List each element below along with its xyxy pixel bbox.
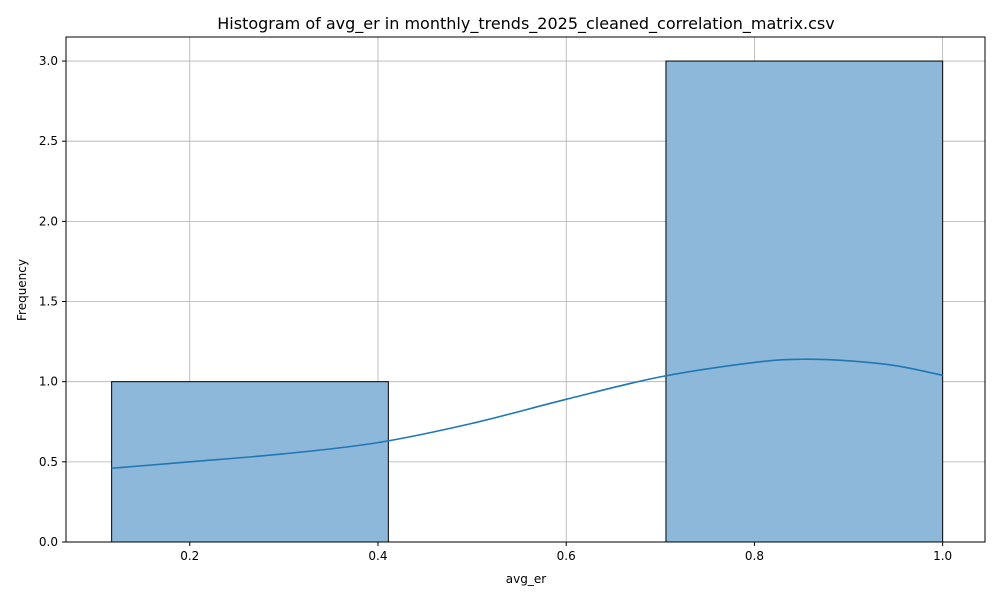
x-tick-label-0: 0.2: [180, 549, 199, 563]
x-axis-label: avg_er: [506, 572, 546, 586]
x-tick-label-4: 1.0: [933, 549, 952, 563]
y-tick-label-4: 2.0: [39, 214, 58, 228]
y-tick-label-1: 0.5: [39, 455, 58, 469]
y-tick-label-0: 0.0: [39, 535, 58, 549]
y-tick-label-2: 1.0: [39, 375, 58, 389]
x-axis-ticks: 0.2 0.4 0.6 0.8 1.0: [180, 542, 952, 563]
y-tick-label-6: 3.0: [39, 54, 58, 68]
histogram-bars: [111, 60, 944, 543]
y-axis-label: Frequency: [15, 259, 29, 321]
x-tick-label-1: 0.4: [368, 549, 387, 563]
histogram-bar-0: [111, 381, 389, 543]
kde-curve: [111, 358, 943, 470]
y-axis-ticks: 0.0 0.5 1.0 1.5 2.0 2.5 3.0: [39, 54, 66, 549]
x-tick-label-2: 0.6: [557, 549, 576, 563]
x-tick-label-3: 0.8: [745, 549, 764, 563]
y-tick-label-5: 2.5: [39, 134, 58, 148]
y-tick-label-3: 1.5: [39, 295, 58, 309]
kde-curve-group: [111, 358, 943, 470]
chart-title: Histogram of avg_er in monthly_trends_20…: [217, 14, 834, 34]
plot-frame: [65, 36, 986, 543]
histogram-bar-2: [665, 60, 944, 543]
